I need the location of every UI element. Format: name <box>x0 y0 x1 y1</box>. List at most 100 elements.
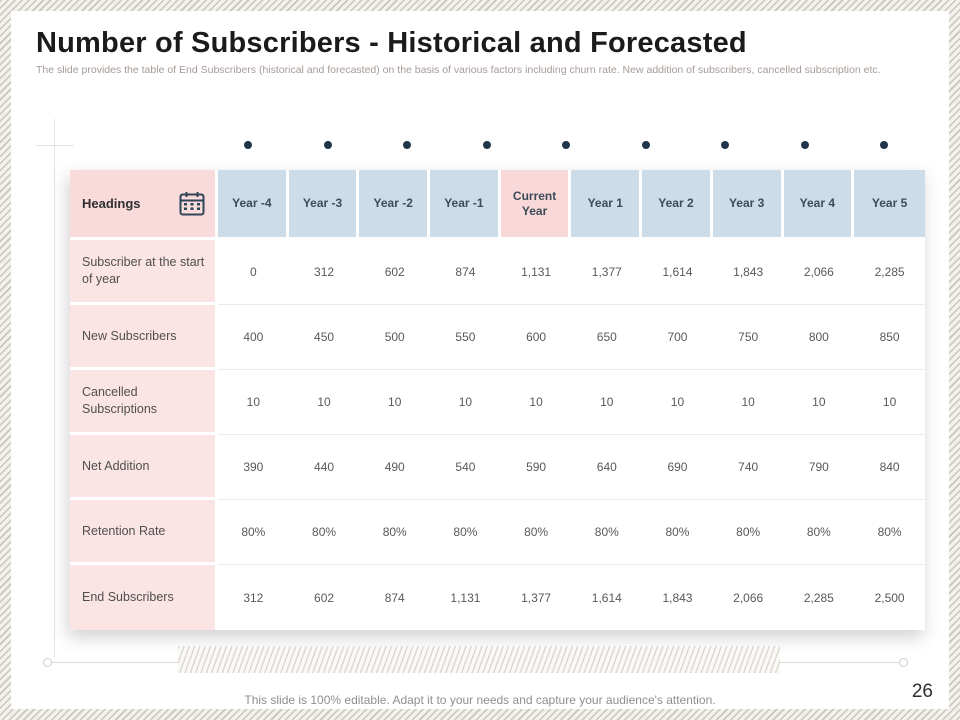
cell-value: 690 <box>642 435 713 500</box>
cell-value: 1,377 <box>571 240 643 305</box>
row-label: Net Addition <box>70 435 218 500</box>
cell-value: 640 <box>571 435 643 500</box>
cell-value: 874 <box>359 565 431 630</box>
col-header: Year -3 <box>288 170 360 240</box>
cell-value: 2,066 <box>712 565 784 630</box>
table: Headings <box>70 170 925 630</box>
cell-value: 10 <box>783 370 855 435</box>
cell-value: 740 <box>712 435 784 500</box>
headings-label: Headings <box>82 196 141 211</box>
slide-subtitle: The slide provides the table of End Subs… <box>36 64 881 76</box>
cell-value: 840 <box>854 435 925 500</box>
cell-value: 10 <box>218 370 289 435</box>
cell-value: 2,285 <box>783 565 855 630</box>
calendar-icon <box>179 191 205 216</box>
cell-value: 10 <box>712 370 784 435</box>
cell-value: 550 <box>430 305 501 370</box>
cell-value: 10 <box>500 370 572 435</box>
cell-value: 1,843 <box>642 565 713 630</box>
cell-value: 10 <box>359 370 431 435</box>
col-header: Year -2 <box>359 170 431 240</box>
decorative-dot <box>403 141 411 149</box>
subscribers-table: Headings <box>70 170 925 630</box>
col-header: Year 2 <box>642 170 713 240</box>
decorative-dot <box>880 141 888 149</box>
cell-value: 850 <box>854 305 925 370</box>
cell-value: 600 <box>500 305 572 370</box>
decorative-dot <box>641 141 650 149</box>
table-row: Retention Rate 80% 80% 80% 80% 80% 80% 80% 80% 80… <box>70 500 925 565</box>
table-row: Net Addition 390 440 490 540 590 640 690 740 790 8… <box>70 435 925 500</box>
row-label: New Subscribers <box>70 305 218 370</box>
decorative-dot <box>721 141 729 149</box>
slide-canvas: Number of Subscribers - Historical and F… <box>11 11 949 709</box>
cell-value: 500 <box>359 305 431 370</box>
slide-title: Number of Subscribers - Historical and F… <box>36 27 747 59</box>
cell-value: 602 <box>359 240 431 305</box>
col-header: Year 4 <box>783 170 855 240</box>
row-label: Subscriber at the start of year <box>70 240 218 305</box>
decorative-dot <box>800 141 809 149</box>
cell-value: 2,066 <box>783 240 855 305</box>
cell-value: 650 <box>571 305 643 370</box>
decorative-dot <box>244 141 252 149</box>
cell-value: 1,614 <box>571 565 643 630</box>
cell-value: 790 <box>783 435 855 500</box>
cell-value: 80% <box>854 500 925 565</box>
row-label: Cancelled Subscriptions <box>70 370 218 435</box>
cell-value: 450 <box>288 305 360 370</box>
cell-value: 602 <box>288 565 360 630</box>
cell-value: 1,614 <box>642 240 713 305</box>
table-header-headings: Headings <box>70 170 218 240</box>
cell-value: 1,377 <box>500 565 572 630</box>
cell-value: 0 <box>218 240 289 305</box>
cell-value: 590 <box>500 435 572 500</box>
cell-value: 80% <box>359 500 431 565</box>
cell-value: 400 <box>218 305 289 370</box>
page-number: 26 <box>911 681 933 702</box>
decorative-dots-row <box>244 141 888 149</box>
cell-value: 80% <box>500 500 572 565</box>
cell-value: 10 <box>854 370 925 435</box>
cell-value: 80% <box>783 500 855 565</box>
footer-note: This slide is 100% editable. Adapt it to… <box>244 693 716 707</box>
cell-value: 750 <box>712 305 784 370</box>
decorative-dot <box>323 141 332 149</box>
cell-value: 874 <box>430 240 501 305</box>
cell-value: 1,131 <box>500 240 572 305</box>
vertical-guide-line <box>54 119 55 657</box>
col-header: Year -1 <box>430 170 501 240</box>
decorative-dot <box>562 141 570 149</box>
cell-value: 80% <box>712 500 784 565</box>
col-header: Year 3 <box>712 170 784 240</box>
decorative-dot <box>482 141 491 149</box>
table-row: Subscriber at the start of year 0 312 602 87… <box>70 240 925 305</box>
cell-value: 1,131 <box>430 565 501 630</box>
guide-endpoint-right-icon <box>899 658 908 667</box>
cell-value: 1,843 <box>712 240 784 305</box>
row-label: Retention Rate <box>70 500 218 565</box>
cell-value: 80% <box>642 500 713 565</box>
col-header: Current Year <box>500 170 572 240</box>
cell-value: 390 <box>218 435 289 500</box>
cell-value: 80% <box>430 500 501 565</box>
cell-value: 80% <box>218 500 289 565</box>
table-header-row: Headings <box>70 170 925 240</box>
cell-value: 312 <box>288 240 360 305</box>
col-header: Year -4 <box>218 170 289 240</box>
table-row: Cancelled Subscriptions 10 10 10 10 10 10 10 10 1… <box>70 370 925 435</box>
cell-value: 10 <box>642 370 713 435</box>
horizontal-guide-line <box>36 145 74 146</box>
cell-value: 2,500 <box>854 565 925 630</box>
cell-value: 10 <box>288 370 360 435</box>
table-row: End Subscribers 312 602 874 1,131 1,377 1,614 1… <box>70 565 925 630</box>
cell-value: 10 <box>430 370 501 435</box>
cell-value: 700 <box>642 305 713 370</box>
cell-value: 80% <box>288 500 360 565</box>
cell-value: 80% <box>571 500 643 565</box>
cell-value: 312 <box>218 565 289 630</box>
cell-value: 440 <box>288 435 360 500</box>
cell-value: 540 <box>430 435 501 500</box>
cell-value: 2,285 <box>854 240 925 305</box>
